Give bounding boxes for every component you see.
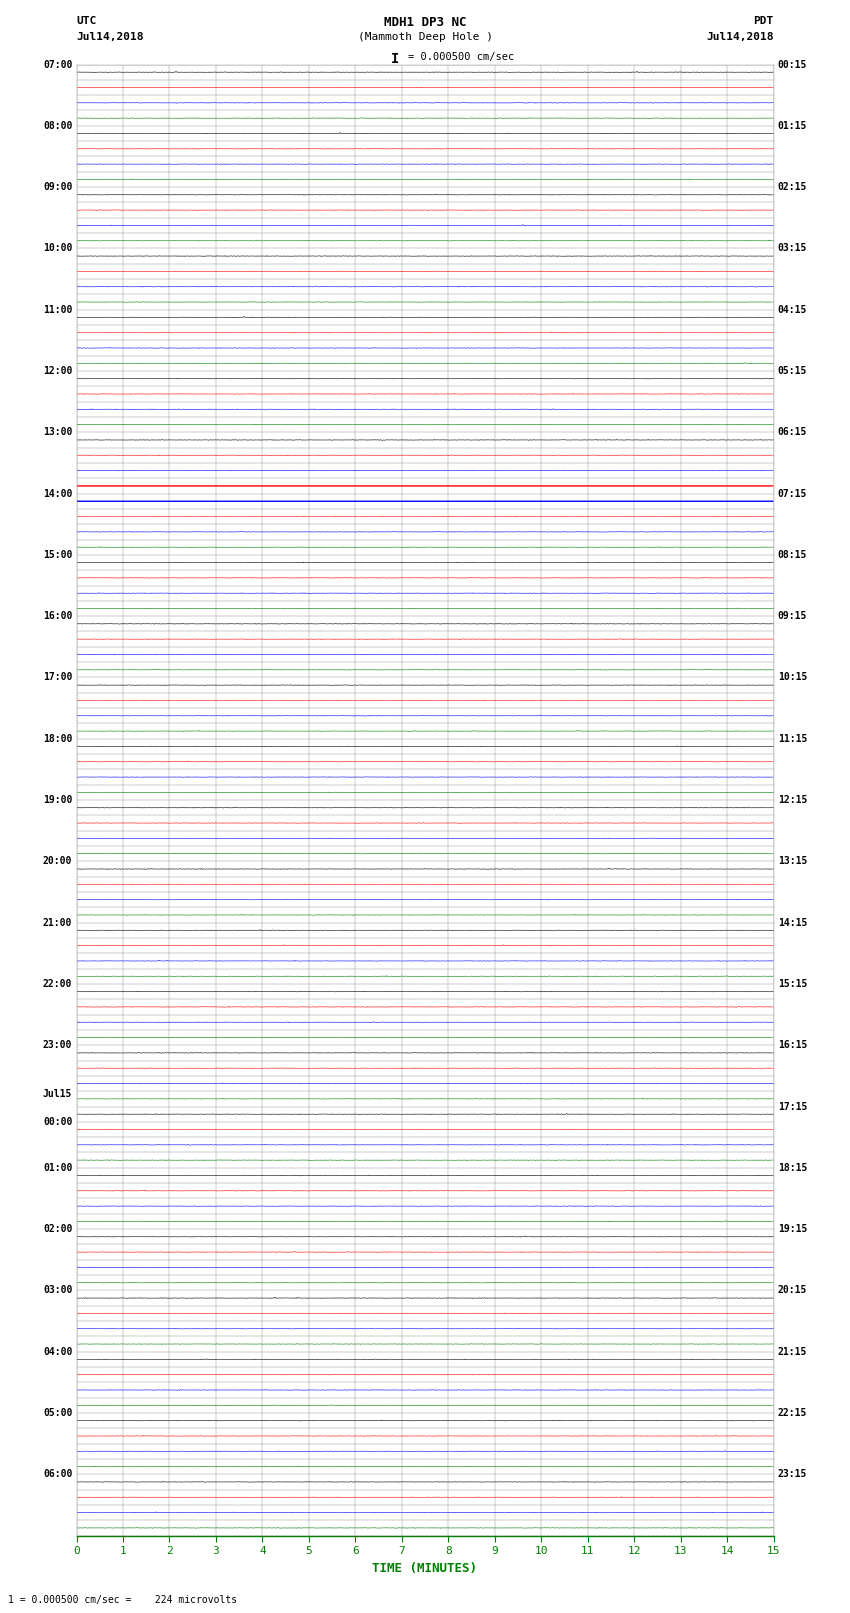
Text: 23:00: 23:00	[42, 1040, 72, 1050]
Text: PDT: PDT	[753, 16, 774, 26]
Text: 12:15: 12:15	[778, 795, 807, 805]
Text: 18:15: 18:15	[778, 1163, 807, 1173]
Text: 16:00: 16:00	[42, 611, 72, 621]
Text: 10:15: 10:15	[778, 673, 807, 682]
Text: 03:00: 03:00	[42, 1286, 72, 1295]
Text: 22:15: 22:15	[778, 1408, 807, 1418]
Text: 13:15: 13:15	[778, 857, 807, 866]
Text: 08:15: 08:15	[778, 550, 807, 560]
Text: 00:00: 00:00	[42, 1116, 72, 1127]
Text: 05:15: 05:15	[778, 366, 807, 376]
Text: 20:00: 20:00	[42, 857, 72, 866]
Text: Jul15: Jul15	[42, 1089, 72, 1098]
Text: 15:15: 15:15	[778, 979, 807, 989]
Text: 06:00: 06:00	[42, 1469, 72, 1479]
Text: 17:00: 17:00	[42, 673, 72, 682]
Text: 08:00: 08:00	[42, 121, 72, 131]
Text: 04:15: 04:15	[778, 305, 807, 315]
Text: 21:15: 21:15	[778, 1347, 807, 1357]
Text: 22:00: 22:00	[42, 979, 72, 989]
Text: 12:00: 12:00	[42, 366, 72, 376]
Text: 20:15: 20:15	[778, 1286, 807, 1295]
Text: 09:00: 09:00	[42, 182, 72, 192]
Text: 1 = 0.000500 cm/sec =    224 microvolts: 1 = 0.000500 cm/sec = 224 microvolts	[8, 1595, 238, 1605]
Text: (Mammoth Deep Hole ): (Mammoth Deep Hole )	[358, 32, 492, 42]
Text: UTC: UTC	[76, 16, 97, 26]
Text: 00:15: 00:15	[778, 60, 807, 69]
Text: 14:15: 14:15	[778, 918, 807, 927]
Text: 01:15: 01:15	[778, 121, 807, 131]
X-axis label: TIME (MINUTES): TIME (MINUTES)	[372, 1561, 478, 1574]
Text: 17:15: 17:15	[778, 1102, 807, 1111]
Text: 10:00: 10:00	[42, 244, 72, 253]
Text: 16:15: 16:15	[778, 1040, 807, 1050]
Text: 18:00: 18:00	[42, 734, 72, 744]
Text: 03:15: 03:15	[778, 244, 807, 253]
Text: MDH1 DP3 NC: MDH1 DP3 NC	[383, 16, 467, 29]
Text: 11:00: 11:00	[42, 305, 72, 315]
Text: Jul14,2018: Jul14,2018	[706, 32, 774, 42]
Text: 23:15: 23:15	[778, 1469, 807, 1479]
Text: 21:00: 21:00	[42, 918, 72, 927]
Text: = 0.000500 cm/sec: = 0.000500 cm/sec	[408, 52, 514, 61]
Text: I: I	[391, 52, 399, 66]
Text: 02:15: 02:15	[778, 182, 807, 192]
Text: 05:00: 05:00	[42, 1408, 72, 1418]
Text: 19:00: 19:00	[42, 795, 72, 805]
Text: Jul14,2018: Jul14,2018	[76, 32, 144, 42]
Text: 19:15: 19:15	[778, 1224, 807, 1234]
Text: 13:00: 13:00	[42, 427, 72, 437]
Text: 04:00: 04:00	[42, 1347, 72, 1357]
Text: 02:00: 02:00	[42, 1224, 72, 1234]
Text: 09:15: 09:15	[778, 611, 807, 621]
Text: 07:00: 07:00	[42, 60, 72, 69]
Text: 15:00: 15:00	[42, 550, 72, 560]
Text: 01:00: 01:00	[42, 1163, 72, 1173]
Text: 14:00: 14:00	[42, 489, 72, 498]
Text: 11:15: 11:15	[778, 734, 807, 744]
Text: 06:15: 06:15	[778, 427, 807, 437]
Text: 07:15: 07:15	[778, 489, 807, 498]
